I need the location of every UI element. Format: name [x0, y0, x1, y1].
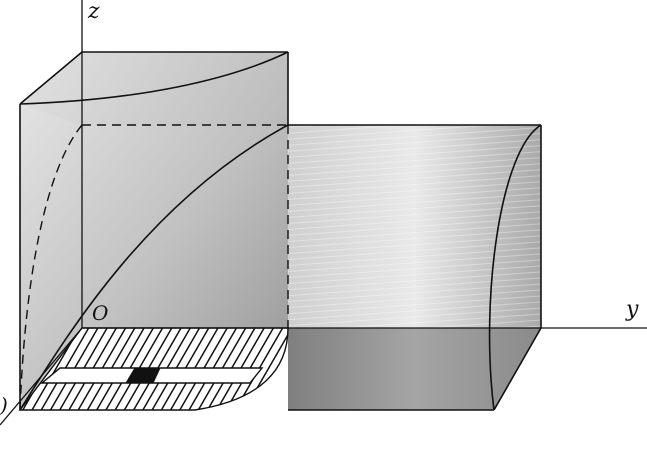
x-axis-label-fragment: ) [0, 393, 8, 417]
hidden-edges [19, 124, 289, 411]
x-axis-line [0, 327, 83, 426]
tall-box-top-curve [19, 51, 289, 105]
right-box-end-curve [488, 124, 542, 411]
tall-box [19, 51, 289, 411]
right-box-bottom-front-edge [493, 327, 542, 411]
right-box-bottom-face [288, 328, 541, 410]
base-region [18, 327, 289, 411]
axes [0, 0, 647, 426]
right-box-front-streaks [288, 125, 541, 328]
tall-box-top-left-edge [19, 51, 83, 105]
z-axis-label: z [87, 0, 100, 24]
origin-label: O [92, 301, 108, 325]
y-axis-label: y [625, 297, 639, 322]
hidden-left-curve [19, 124, 83, 411]
element-square [125, 367, 161, 384]
tall-box-front-face [20, 52, 288, 410]
right-box [288, 124, 542, 411]
